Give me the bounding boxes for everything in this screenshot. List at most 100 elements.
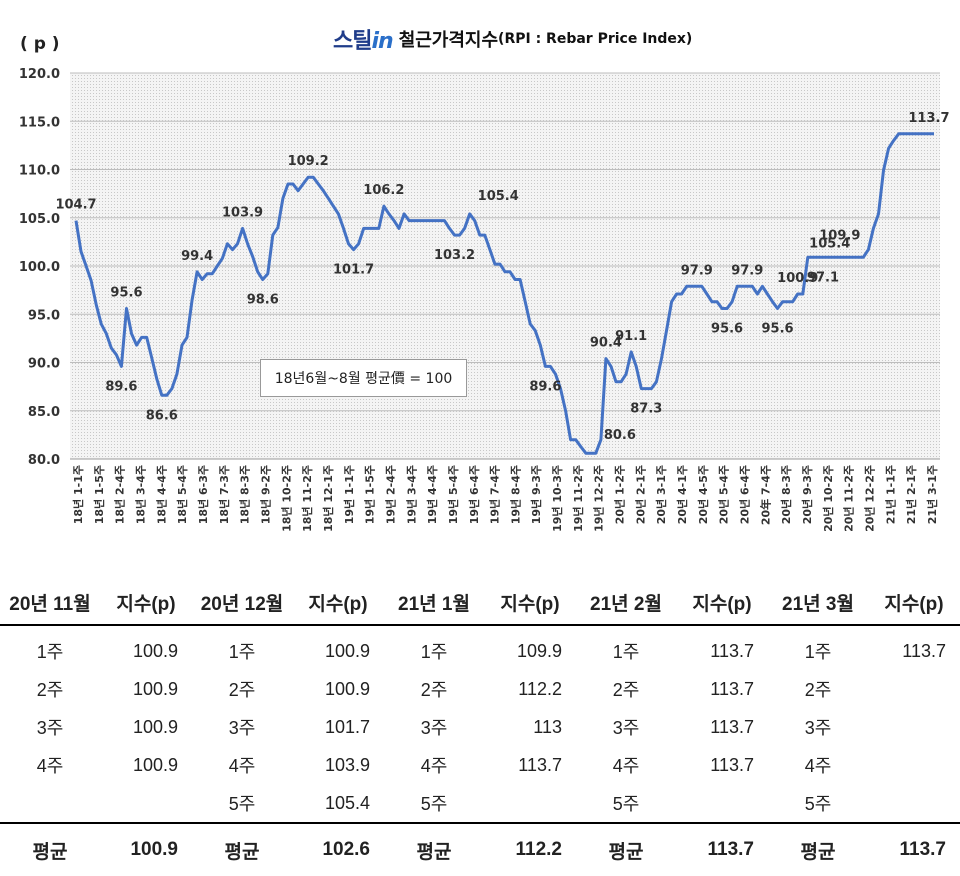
index-value-cell: 100.9 <box>324 640 370 661</box>
x-tick-label: 20년 6-4주 <box>738 465 752 524</box>
index-value-cell: 100.9 <box>132 716 178 737</box>
x-tick-label: 20년 3-1주 <box>654 465 668 524</box>
average-label-cell: 평균 <box>192 822 292 876</box>
column-header-index: 지수(p) <box>868 580 960 626</box>
x-tick-label: 19년 8-4주 <box>508 465 522 524</box>
data-label: 106.2 <box>363 183 404 198</box>
index-value-cell: 105.4 <box>324 792 370 813</box>
week-cell: 5주 <box>804 794 832 814</box>
x-tick-label: 18년 5-4주 <box>175 465 189 524</box>
column-header-index: 지수(p) <box>676 580 768 626</box>
data-label: 80.6 <box>604 428 636 443</box>
week-cell: 1주 <box>228 642 256 662</box>
x-tick-label: 19년 2-4주 <box>383 465 397 524</box>
week-cell: 4주 <box>420 756 448 776</box>
index-value-cell <box>868 784 960 823</box>
x-tick-label: 20년 9-3주 <box>800 465 814 524</box>
x-tick-label: 19년 1-5주 <box>363 465 377 524</box>
x-tick-label: 19년 7-4주 <box>488 465 502 524</box>
week-cell: 5주 <box>228 794 256 814</box>
chart-area: 80.0 85.0 90.0 95.0 100.0 105.0 110.0 115.0 120.… <box>19 29 950 532</box>
x-tick-label: 20년 4-5주 <box>696 465 710 524</box>
baseline-note: 18년6월~8월 평균價 = 100 <box>260 359 467 397</box>
data-label: 97.9 <box>731 263 763 278</box>
data-label: 98.6 <box>247 293 279 308</box>
column-header-month: 21년 2월 <box>576 580 676 626</box>
x-tick-label: 20년 2-1주 <box>633 465 647 524</box>
week-cell: 3주 <box>612 718 640 738</box>
data-label: 86.6 <box>146 408 178 423</box>
y-tick-label: 85.0 <box>28 405 60 420</box>
x-tick-label: 18년 8-3주 <box>238 465 252 524</box>
index-value-cell <box>868 670 960 708</box>
steelin-logo: 스틸in <box>333 29 394 54</box>
index-value-cell <box>100 784 192 823</box>
index-value-cell <box>484 784 576 823</box>
index-value-cell: 113.7 <box>710 678 754 699</box>
y-tick-label: 120.0 <box>19 67 60 82</box>
x-tick-label: 18년 6-3주 <box>196 465 210 524</box>
y-tick-label: 110.0 <box>19 164 60 179</box>
x-tick-label: 20年 7-4주 <box>758 465 772 525</box>
average-label-cell: 평균 <box>0 822 100 876</box>
data-label: 104.7 <box>55 198 96 213</box>
data-label: 95.6 <box>762 321 794 336</box>
index-value-cell: 100.9 <box>132 754 178 775</box>
data-label: 103.2 <box>434 248 475 263</box>
x-tick-label: 21년 1-1주 <box>883 465 897 524</box>
y-tick-label: 100.0 <box>19 260 60 275</box>
data-label: 95.6 <box>110 285 142 300</box>
x-tick-label: 18년 4-4주 <box>154 465 168 524</box>
data-label: 105.4 <box>478 189 519 204</box>
data-label: 99.4 <box>181 249 213 264</box>
title-text: 철근가격지수 <box>398 30 499 51</box>
column-header-index: 지수(p) <box>484 580 576 626</box>
data-label: 109.2 <box>288 154 329 169</box>
y-tick-label: 105.0 <box>19 212 60 227</box>
index-value-cell: 100.9 <box>132 640 178 661</box>
x-tick-label: 18년 1-5주 <box>92 465 106 524</box>
data-label: 100.9 <box>777 271 818 286</box>
rpi-line-chart: 80.0 85.0 90.0 95.0 100.0 105.0 110.0 115.0 120.… <box>19 67 950 532</box>
week-cell: 4주 <box>612 756 640 776</box>
week-cell: 1주 <box>420 642 448 662</box>
week-cell: 4주 <box>228 756 256 776</box>
week-cell: 2주 <box>804 680 832 700</box>
index-value-cell: 113.7 <box>518 754 562 775</box>
index-value-cell: 100.9 <box>132 678 178 699</box>
data-label: 113.7 <box>908 111 949 126</box>
y-tick-label: 90.0 <box>28 357 60 372</box>
x-tick-label: 19년 4-4주 <box>425 465 439 524</box>
index-value-cell: 112.2 <box>518 678 562 699</box>
week-cell: 3주 <box>420 718 448 738</box>
week-cell: 5주 <box>612 794 640 814</box>
x-tick-label: 19년 9-3주 <box>529 465 543 524</box>
data-label: 97.9 <box>681 263 713 278</box>
y-tick-label: 80.0 <box>28 453 60 468</box>
x-tick-label: 18년 9-2주 <box>258 465 272 524</box>
index-value-cell: 113.7 <box>710 716 754 737</box>
y-axis-unit: ( p ) <box>20 34 60 54</box>
index-value-cell: 103.9 <box>324 754 370 775</box>
data-label: 97.1 <box>807 270 839 285</box>
column-header-month: 21년 3월 <box>768 580 868 626</box>
index-table: 20년 11월 지수(p) 20년 12월 지수(p) 21년 1월 지수(p) 21년 2… <box>0 580 960 876</box>
index-value-cell: 101.7 <box>324 716 370 737</box>
average-value-cell: 113.7 <box>868 822 960 876</box>
average-value-cell: 102.6 <box>292 822 384 876</box>
x-tick-label: 19년 12-2주 <box>592 465 606 532</box>
data-label: 95.6 <box>711 321 743 336</box>
column-header-index: 지수(p) <box>100 580 192 626</box>
x-tick-label: 18년 11-2주 <box>300 465 314 532</box>
week-cell: 1주 <box>804 642 832 662</box>
rpi-series-line <box>74 132 934 455</box>
table-row: 5주 105.4 5주 5주 5주 <box>0 784 960 823</box>
week-cell: 3주 <box>36 718 64 738</box>
x-tick-label: 20년 10-2주 <box>821 465 835 532</box>
average-label-cell: 평균 <box>576 822 676 876</box>
table-header-row: 20년 11월 지수(p) 20년 12월 지수(p) 21년 1월 지수(p) 21년 2… <box>0 580 960 626</box>
x-tick-label: 20년 12-2주 <box>863 465 877 532</box>
x-tick-label: 21년 3-1주 <box>925 465 939 524</box>
week-cell: 1주 <box>612 642 640 662</box>
index-value-cell: 109.9 <box>516 640 562 661</box>
